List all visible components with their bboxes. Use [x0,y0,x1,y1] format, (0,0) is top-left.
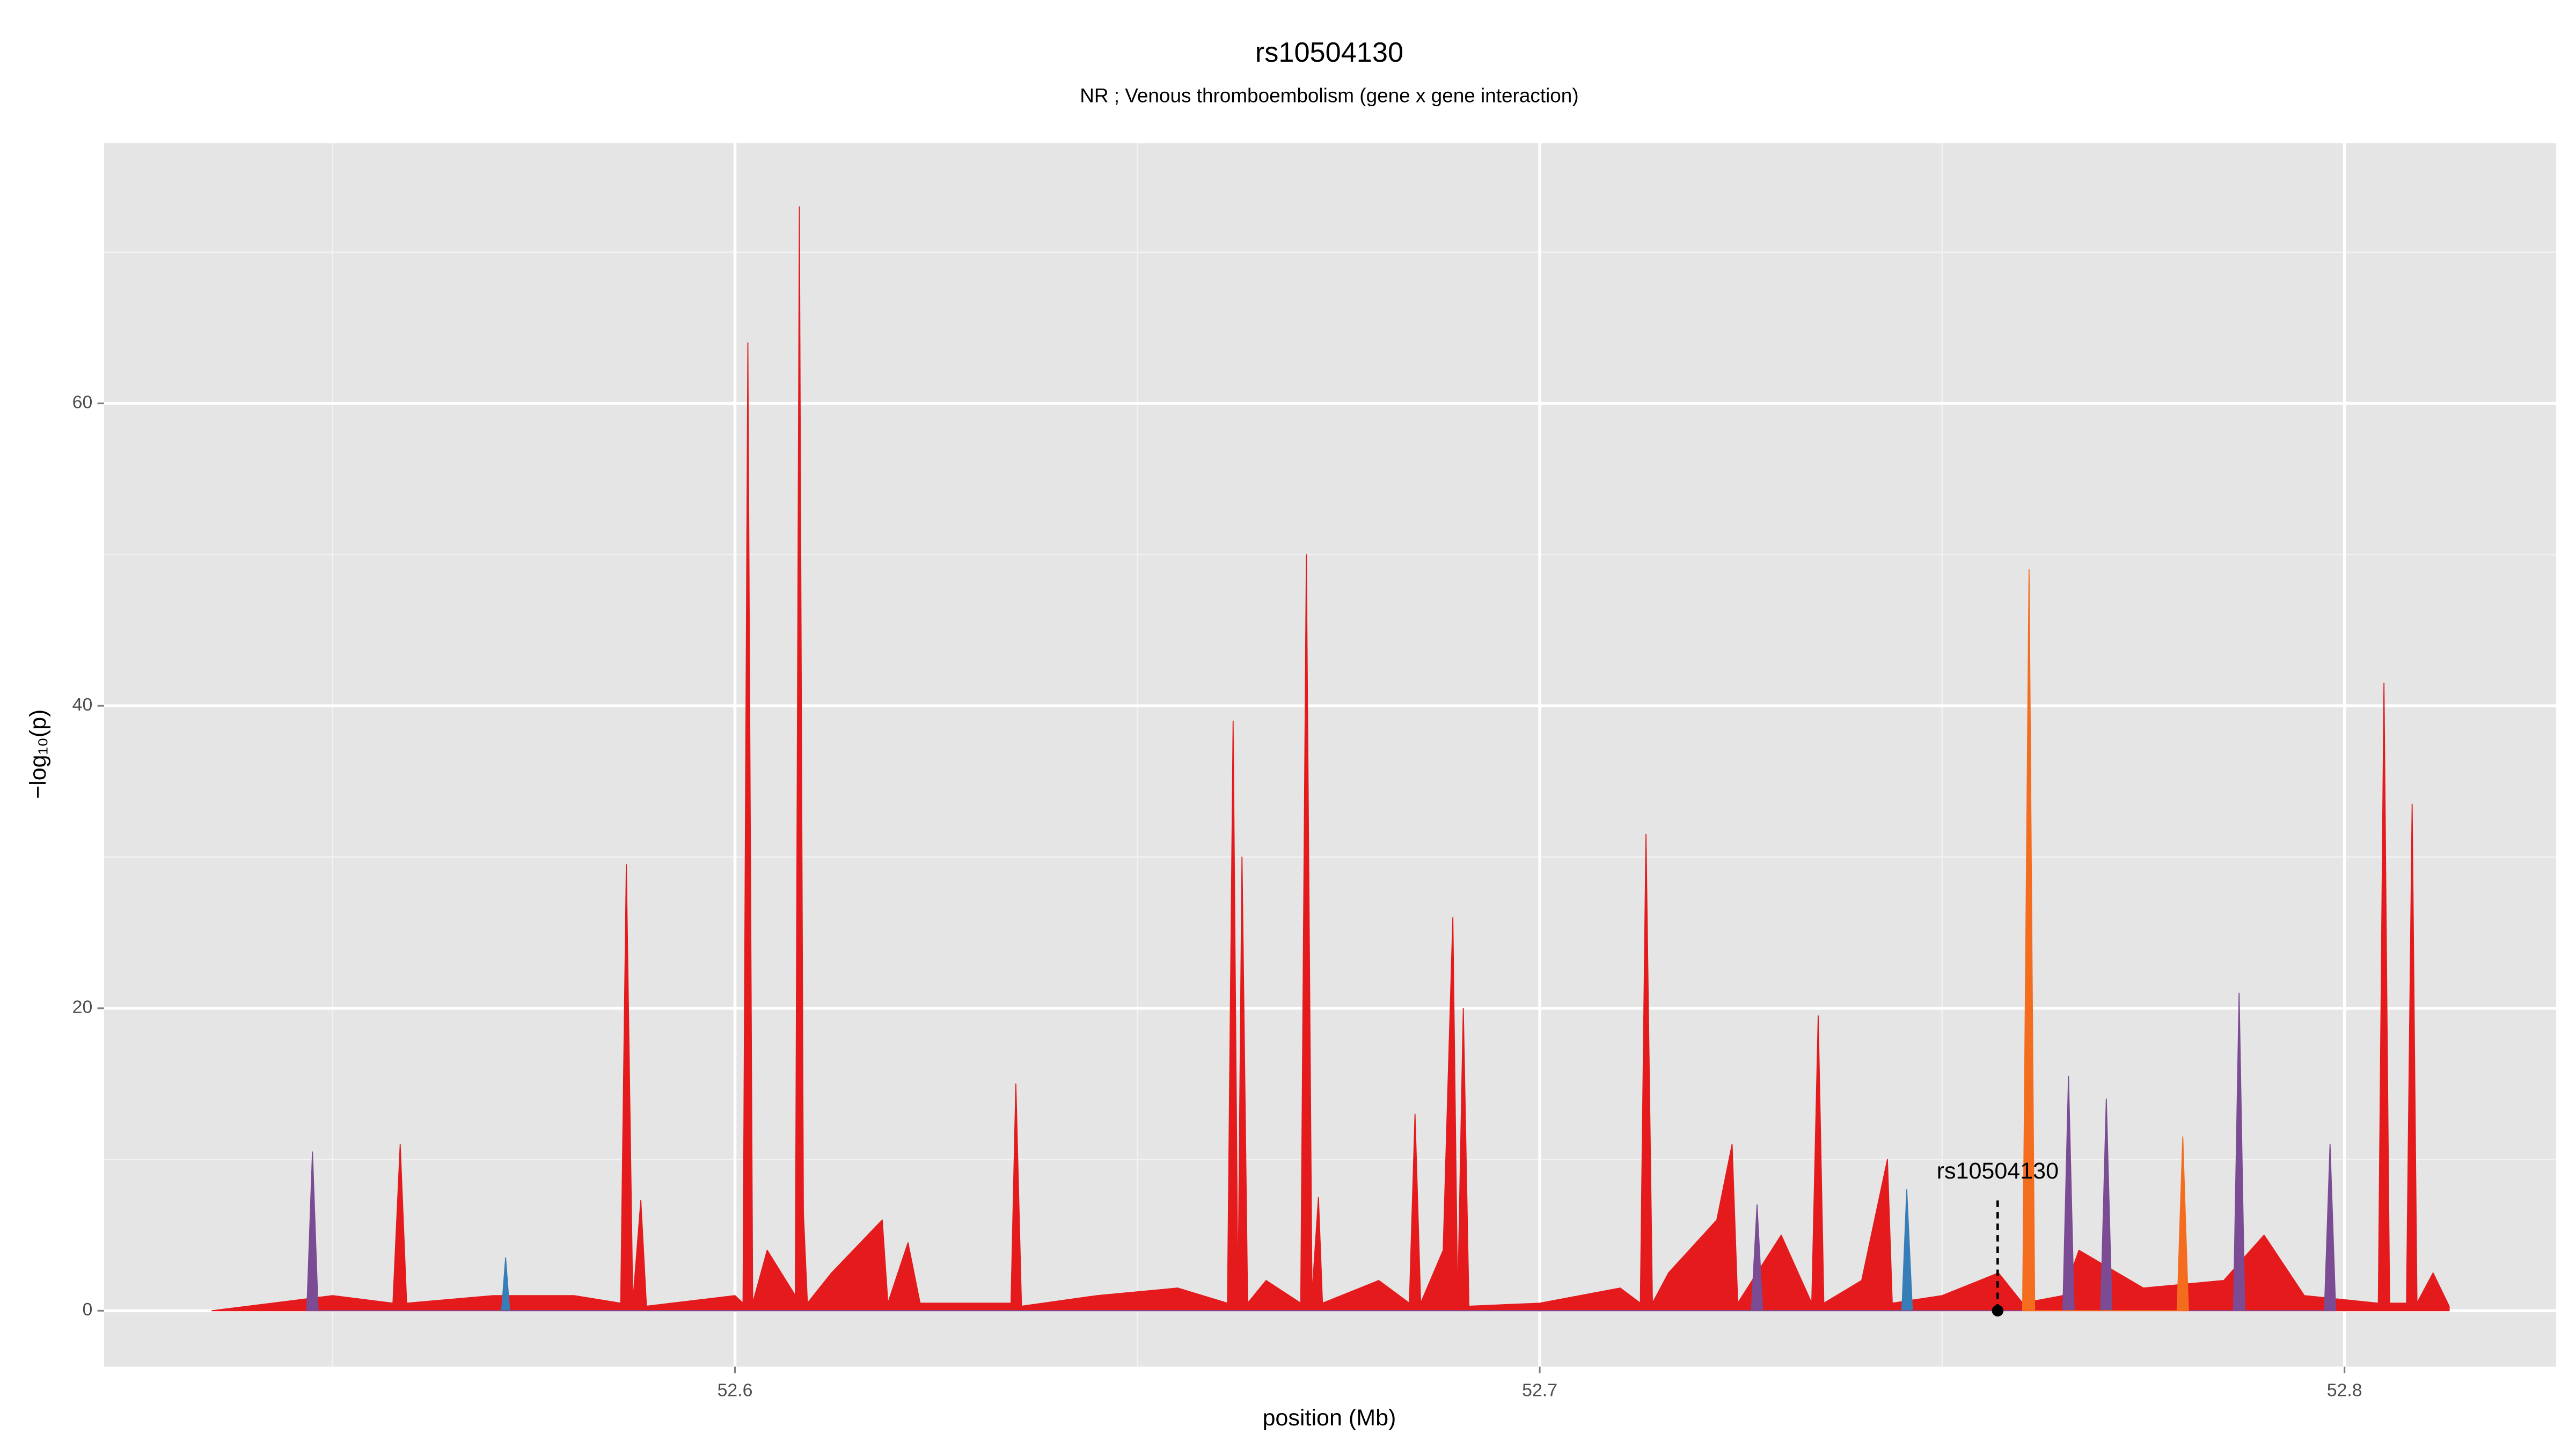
area [211,206,2450,1312]
area [2022,569,2189,1312]
chart-subtitle: NR ; Venous thromboembolism (gene x gene… [1080,85,1578,107]
annotation-label: rs10504130 [1937,1158,2059,1184]
y-tick-label: 60 [72,392,93,413]
y-tick-label: 0 [82,1299,92,1320]
y-tick-label: 20 [72,997,93,1018]
y-axis-label: −log₁₀(p) [25,709,51,799]
x-axis-label: position (Mb) [1262,1405,1396,1431]
chart-title: rs10504130 [1255,37,1403,68]
annotation-point [1992,1305,2004,1317]
plot-background [104,143,2557,1367]
x-tick-label: 52.8 [2327,1380,2362,1401]
x-tick-label: 52.6 [718,1380,753,1401]
y-tick-label: 40 [72,694,93,715]
x-tick-label: 52.7 [1522,1380,1557,1401]
